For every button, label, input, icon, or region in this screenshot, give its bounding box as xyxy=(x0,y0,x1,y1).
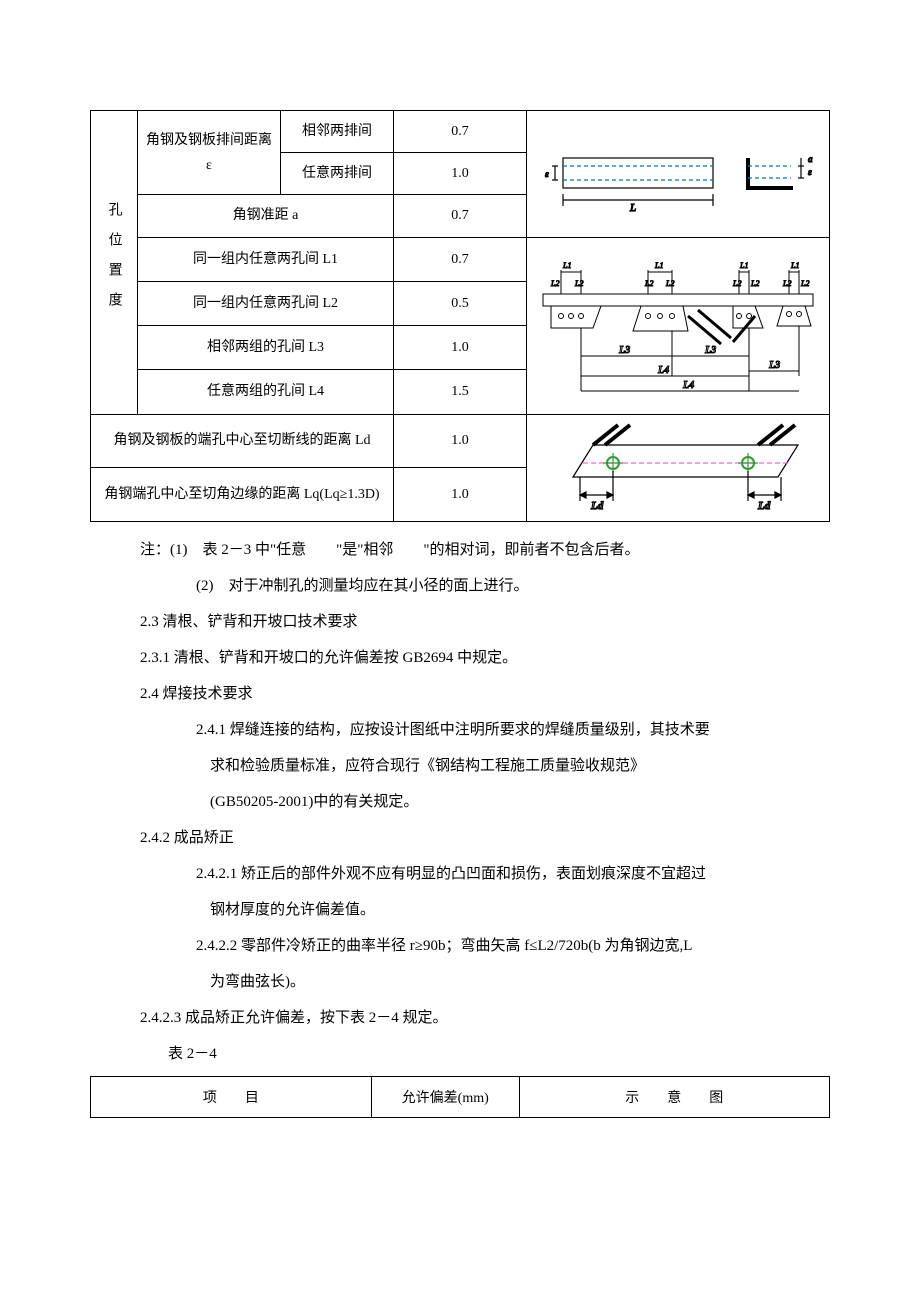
svg-text:L2: L2 xyxy=(550,279,559,288)
row-value: 1.0 xyxy=(394,153,527,195)
row-label: 相邻两组的孔间 L3 xyxy=(138,326,394,370)
row-value: 1.0 xyxy=(394,326,527,370)
svg-text:L2: L2 xyxy=(800,279,809,288)
para: 2.4 焊接技术要求 xyxy=(140,676,830,712)
svg-text:L1: L1 xyxy=(654,261,663,270)
table-2-4: 项 目 允许偏差(mm) 示 意 图 xyxy=(90,1076,830,1118)
svg-text:ε: ε xyxy=(808,167,812,177)
bottom-row-value: 1.0 xyxy=(394,468,527,522)
bottom-row-value: 1.0 xyxy=(394,414,527,468)
svg-text:L2: L2 xyxy=(574,279,583,288)
row-value: 0.7 xyxy=(394,195,527,237)
svg-text:L2: L2 xyxy=(644,279,653,288)
svg-text:L2: L2 xyxy=(750,279,759,288)
para: 2.4.2 成品矫正 xyxy=(140,820,830,856)
svg-text:L: L xyxy=(629,202,636,214)
svg-text:L2: L2 xyxy=(665,279,674,288)
row-sublabel: 相邻两排间 xyxy=(281,111,394,153)
vertical-label: 孔位置度 xyxy=(91,111,138,415)
para: 2.4.2.2 零部件冷矫正的曲率半径 r≥90b；弯曲矢高 f≤L2/720b… xyxy=(140,928,830,964)
svg-text:L3: L3 xyxy=(704,345,716,356)
svg-text:L2: L2 xyxy=(782,279,791,288)
row-label: 角钢及钢板排间距离ε xyxy=(138,111,281,195)
hole-position-table: 孔位置度 角钢及钢板排间距离ε 相邻两排间 0.7 ε xyxy=(90,110,830,522)
row-label: 同一组内任意两孔间 L2 xyxy=(138,281,394,325)
row-value: 0.7 xyxy=(394,111,527,153)
para: 2.4.2.3 成品矫正允许偏差，按下表 2－4 规定。 xyxy=(140,1000,830,1036)
row-sublabel: 任意两排间 xyxy=(281,153,394,195)
bottom-row-label: 角钢端孔中心至切角边缘的距离 Lq(Lq≥1.3D) xyxy=(91,468,394,522)
para: 求和检验质量标准，应符合现行《钢结构工程施工质量验收规范》 xyxy=(140,748,830,784)
row-value: 0.7 xyxy=(394,237,527,281)
para: (GB50205-2001)中的有关规定。 xyxy=(140,784,830,820)
svg-text:L1: L1 xyxy=(739,261,748,270)
note-1: 注：(1) 表 2－3 中"任意 "是"相邻 "的相对词，即前者不包含后者。 xyxy=(140,532,830,568)
para: 钢材厚度的允许偏差值。 xyxy=(140,892,830,928)
svg-text:L3: L3 xyxy=(768,360,780,371)
svg-text:L2: L2 xyxy=(732,279,741,288)
svg-text:Ld: Ld xyxy=(590,500,604,512)
para: 2.3 清根、铲背和开坡口技术要求 xyxy=(140,604,830,640)
para: 2.4.1 焊缝连接的结构，应按设计图纸中注明所要求的焊缝质量级别，其技术要 xyxy=(140,712,830,748)
svg-text:ε: ε xyxy=(545,169,549,179)
svg-text:L3: L3 xyxy=(618,345,630,356)
svg-text:Ld: Ld xyxy=(757,500,771,512)
row-label: 角钢准距 a xyxy=(138,195,394,237)
row-label: 任意两组的孔间 L4 xyxy=(138,370,394,414)
row-value: 1.5 xyxy=(394,370,527,414)
table-caption: 表 2－4 xyxy=(140,1036,830,1072)
t24-header: 示 意 图 xyxy=(519,1076,829,1117)
para: 2.4.2.1 矫正后的部件外观不应有明显的凸凹面和损伤，表面划痕深度不宜超过 xyxy=(140,856,830,892)
diagram-2: L1 L1 L1 L1 L2 L2 L2 L2 L2 L2 L2 L2 xyxy=(527,237,830,414)
svg-text:L4: L4 xyxy=(682,380,694,391)
row-label: 同一组内任意两孔间 L1 xyxy=(138,237,394,281)
bottom-row-label: 角钢及钢板的端孔中心至切断线的距离 Ld xyxy=(91,414,394,468)
svg-text:L4: L4 xyxy=(657,365,669,376)
t24-header: 允许偏差(mm) xyxy=(371,1076,519,1117)
svg-text:a: a xyxy=(808,154,813,164)
diagram-3: Ld Ld xyxy=(527,414,830,521)
svg-text:L1: L1 xyxy=(790,261,799,270)
note-2: (2) 对于冲制孔的测量均应在其小径的面上进行。 xyxy=(140,568,830,604)
diagram-1: ε L ε a xyxy=(527,111,830,238)
svg-text:L1: L1 xyxy=(562,261,571,270)
t24-header: 项 目 xyxy=(91,1076,372,1117)
row-value: 0.5 xyxy=(394,281,527,325)
para: 2.3.1 清根、铲背和开坡口的允许偏差按 GB2694 中规定。 xyxy=(140,640,830,676)
body-text: 注：(1) 表 2－3 中"任意 "是"相邻 "的相对词，即前者不包含后者。 (… xyxy=(90,532,830,1072)
para: 为弯曲弦长)。 xyxy=(140,964,830,1000)
